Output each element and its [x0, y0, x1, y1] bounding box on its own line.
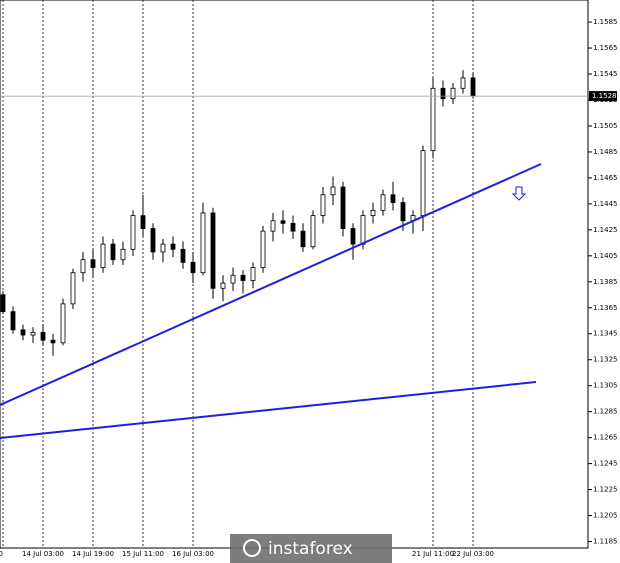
candle-body — [50, 339, 56, 344]
candle-body — [150, 228, 156, 253]
y-tick-label: 1.1305 — [593, 382, 618, 390]
y-tick-label: 1.1505 — [593, 122, 618, 130]
candle-body — [380, 194, 386, 211]
y-tick-label: 1.1205 — [593, 512, 618, 520]
candle-body — [180, 248, 186, 263]
candle-body — [100, 243, 106, 268]
y-tick-label: 1.1265 — [593, 434, 618, 442]
candle-body — [0, 294, 6, 313]
candle-body — [470, 77, 476, 97]
y-tick-label: 1.1285 — [593, 408, 618, 416]
x-tick-label: 15 Jul 11:00 — [122, 550, 164, 558]
candle-body — [440, 87, 446, 100]
candle-body — [400, 202, 406, 222]
candle-body — [30, 332, 36, 336]
y-tick-label: 1.1345 — [593, 330, 618, 338]
candle-body — [70, 272, 76, 305]
candle-body — [210, 212, 216, 289]
candle-body — [260, 230, 266, 268]
candle-body — [220, 282, 226, 289]
current-price-box — [589, 91, 617, 102]
candle-body — [130, 215, 136, 250]
candle-body — [350, 228, 356, 245]
candle-body — [320, 194, 326, 216]
candle-body — [340, 186, 346, 229]
y-tick-label: 1.1425 — [593, 226, 618, 234]
y-tick-label: 1.1465 — [593, 174, 618, 182]
x-tick-label: 21 Jul 11:00 — [412, 550, 454, 558]
candle-body — [390, 194, 396, 203]
y-tick-label: 1.1405 — [593, 252, 618, 260]
candle-body — [270, 220, 276, 232]
x-axis: 11:00 14 Jul 03:00 14 Jul 19:00 15 Jul 11:0… — [0, 550, 494, 558]
candle-body — [90, 259, 96, 268]
y-tick-label: 1.1545 — [593, 70, 618, 78]
candle-body — [290, 222, 296, 232]
watermark-box — [230, 534, 392, 563]
candle-body — [190, 261, 196, 274]
candle-body — [140, 215, 146, 229]
y-tick-label: 1.1325 — [593, 356, 618, 364]
candle-body — [110, 243, 116, 261]
candles — [0, 70, 588, 356]
candle-body — [120, 248, 126, 261]
trend-line — [0, 163, 542, 406]
candle-body — [420, 150, 426, 216]
x-tick-label: 22 Jul 03:00 — [452, 550, 494, 558]
y-tick-label: 1.1485 — [593, 148, 618, 156]
y-tick-label: 1.1585 — [593, 18, 618, 26]
candle-body — [10, 311, 16, 331]
y-tick-label: 1.1385 — [593, 278, 618, 286]
x-tick-label: 14 Jul 03:00 — [22, 550, 64, 558]
candle-body — [60, 303, 66, 344]
x-tick-label: 14 Jul 19:00 — [72, 550, 114, 558]
trend-line — [0, 381, 537, 439]
candle-body — [160, 243, 166, 253]
y-tick-label: 1.1185 — [593, 538, 618, 546]
candle-body — [280, 220, 286, 224]
candle-body — [230, 274, 236, 284]
y-tick-label: 1.1365 — [593, 304, 618, 312]
y-tick-label: 1.1225 — [593, 486, 618, 494]
candle-body — [200, 212, 206, 274]
y-tick-label: 1.1445 — [593, 200, 618, 208]
candle-body — [330, 186, 336, 196]
candle-body — [170, 243, 176, 250]
x-tick-label: 11:00 — [0, 550, 3, 558]
y-tick-label: 1.1245 — [593, 460, 618, 468]
candle-body — [250, 267, 256, 281]
candle-body — [460, 77, 466, 89]
logo-icon — [243, 539, 261, 557]
x-tick-label: 16 Jul 03:00 — [172, 550, 214, 558]
watermark: instaforex — [268, 539, 353, 559]
candle-body — [310, 215, 316, 248]
candle-body — [80, 259, 86, 274]
candle-body — [40, 332, 46, 341]
candle-body — [360, 215, 366, 245]
y-axis: 1.1185 1.1205 1.1225 1.1245 1.1265 1.1285 1.13… — [588, 18, 618, 546]
current-price-label: 1.1528 — [592, 92, 617, 100]
y-tick-label: 1.1565 — [593, 44, 618, 52]
candle-body — [300, 230, 306, 248]
sell-arrow — [511, 186, 527, 201]
candle-body — [20, 329, 26, 336]
candle-body — [240, 274, 246, 281]
candle-body — [450, 87, 456, 100]
candle-body — [370, 209, 376, 216]
candle-body — [430, 87, 436, 152]
